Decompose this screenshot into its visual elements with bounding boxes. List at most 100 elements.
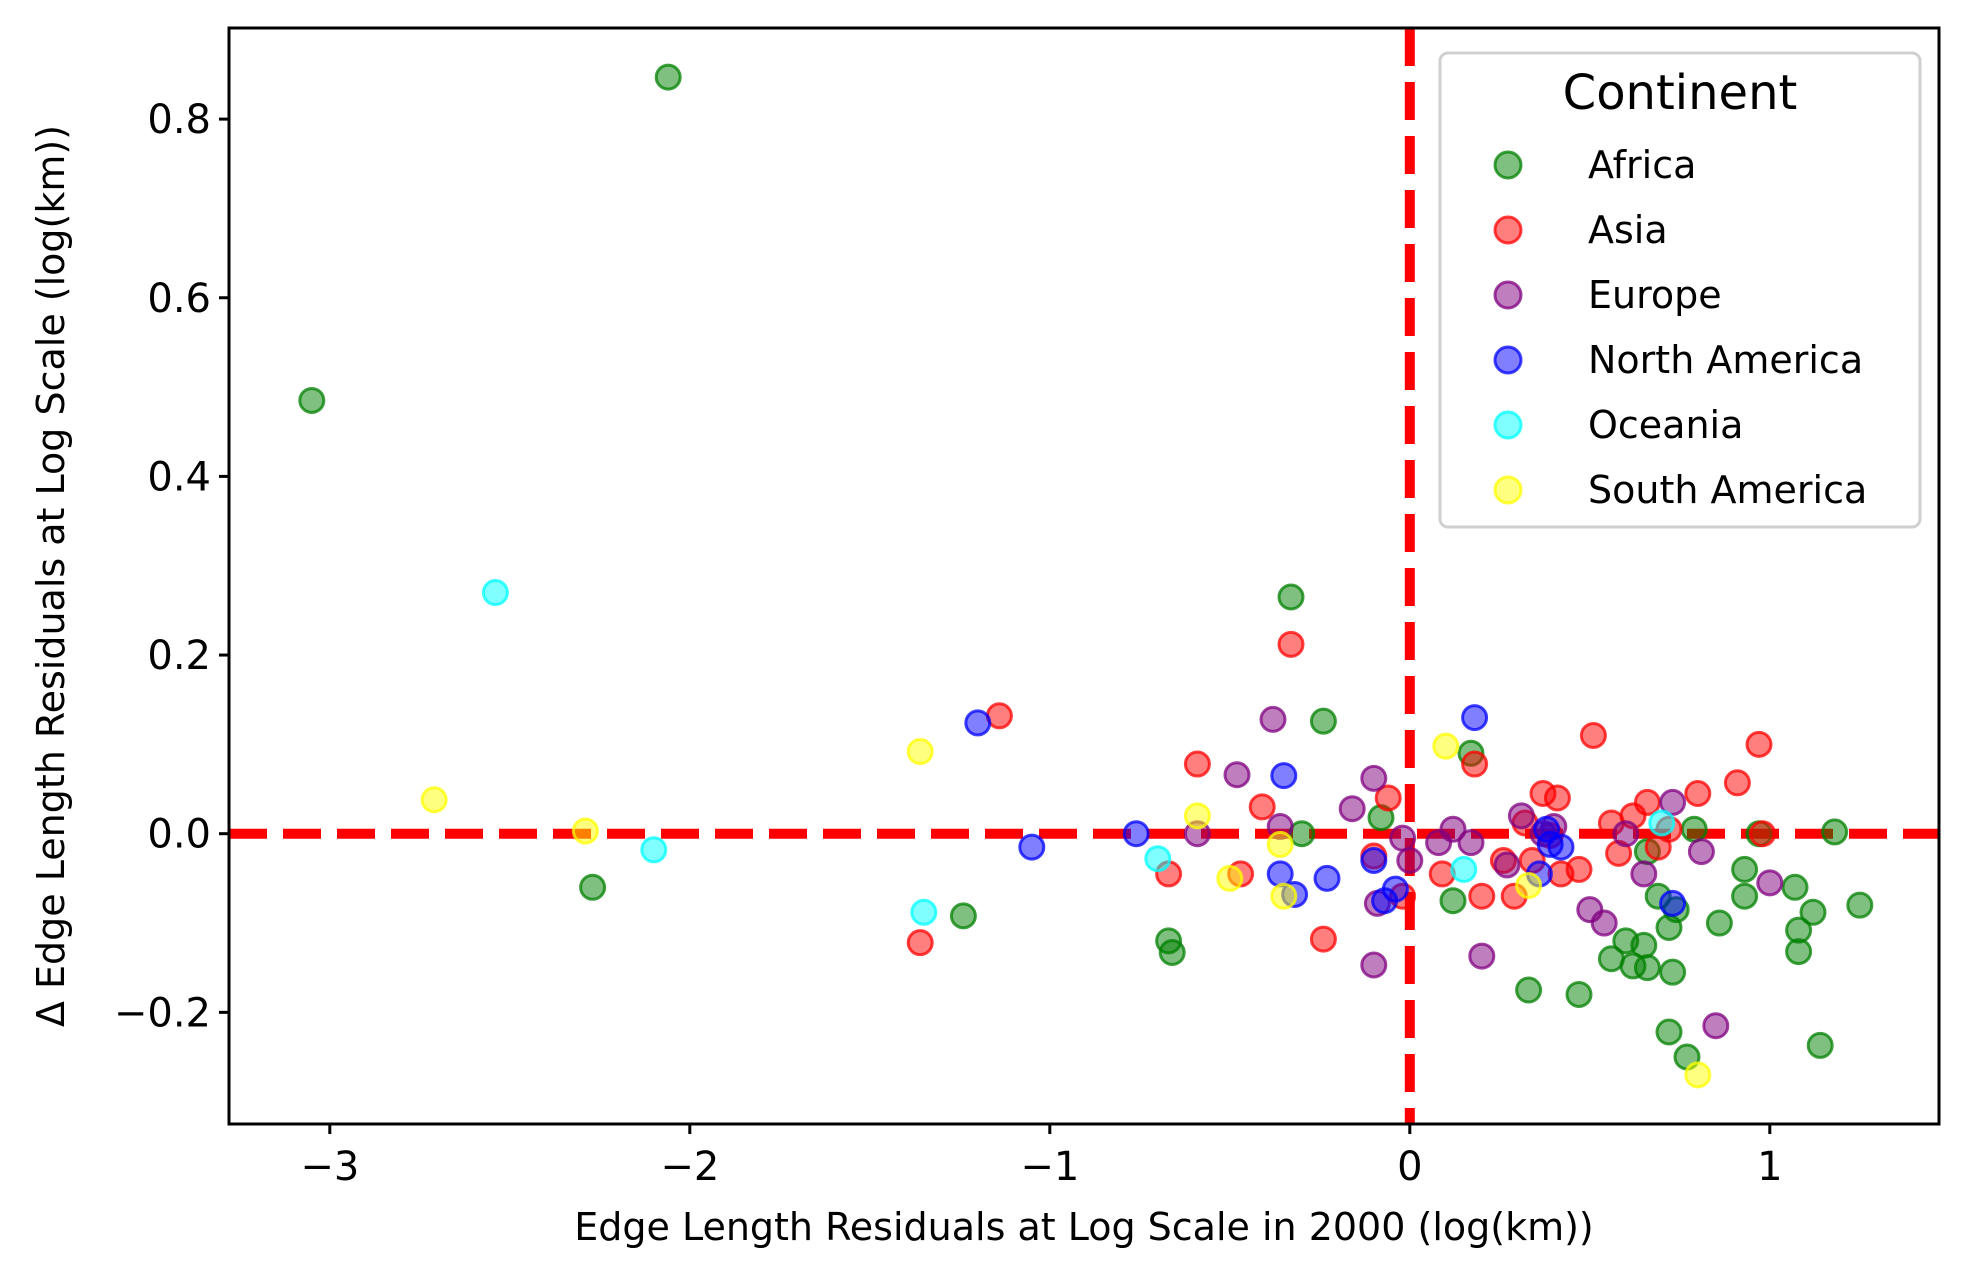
legend-marker-south-america xyxy=(1493,475,1523,505)
point-north-america xyxy=(1360,846,1388,874)
point-europe xyxy=(1223,761,1251,789)
legend-marker-europe xyxy=(1493,280,1523,310)
legend-marker-asia xyxy=(1493,215,1523,245)
y-tick-label: 0.0 xyxy=(147,812,211,858)
point-europe xyxy=(1389,824,1417,852)
legend-marker-north-america xyxy=(1493,345,1523,375)
point-asia xyxy=(1461,750,1489,778)
point-africa xyxy=(1731,855,1759,883)
point-south-america xyxy=(1266,830,1294,858)
point-south-america xyxy=(1183,802,1211,830)
point-south-america xyxy=(571,817,599,845)
x-tick-label: −3 xyxy=(300,1144,359,1190)
point-asia xyxy=(1749,820,1777,848)
point-africa xyxy=(1277,583,1305,611)
point-africa xyxy=(949,902,977,930)
point-north-america xyxy=(1547,833,1575,861)
x-tick-label: 1 xyxy=(1757,1144,1782,1190)
y-tick-label: 0.6 xyxy=(147,276,211,322)
plot-frame xyxy=(227,26,1941,1126)
point-africa xyxy=(1846,891,1874,919)
point-asia xyxy=(906,929,934,957)
point-europe xyxy=(1457,829,1485,857)
point-africa xyxy=(1731,882,1759,910)
point-africa xyxy=(1158,938,1186,966)
point-europe xyxy=(1259,705,1287,733)
point-asia xyxy=(1633,788,1661,816)
x-axis-ticks: −3 −2 −1 0 1 xyxy=(300,1124,1783,1190)
point-south-america xyxy=(1216,864,1244,892)
point-europe xyxy=(1687,838,1715,866)
point-europe xyxy=(1630,860,1658,888)
y-axis-label: Δ Edge Length Residuals at Log Scale (lo… xyxy=(29,125,73,1027)
legend-title: Continent xyxy=(1563,65,1798,121)
point-north-america xyxy=(1659,889,1687,917)
point-europe xyxy=(1590,909,1618,937)
point-north-america xyxy=(1266,860,1294,888)
point-south-america xyxy=(906,738,934,766)
legend: Continent Africa Asia Europe North America O… xyxy=(1438,51,1922,529)
x-tick-label: 0 xyxy=(1397,1144,1422,1190)
point-south-america xyxy=(1432,732,1460,760)
point-europe xyxy=(1360,951,1388,979)
point-asia xyxy=(1565,855,1593,883)
legend-label-south-america: South America xyxy=(1588,468,1867,512)
point-oceania xyxy=(640,836,668,864)
point-europe xyxy=(1439,815,1467,843)
point-africa xyxy=(654,63,682,91)
point-africa xyxy=(1806,1031,1834,1059)
legend-marker-oceania xyxy=(1493,410,1523,440)
point-africa xyxy=(1630,931,1658,959)
point-oceania xyxy=(1144,845,1172,873)
x-tick-label: −2 xyxy=(660,1144,719,1190)
point-north-america xyxy=(1461,704,1489,732)
point-asia xyxy=(1468,882,1496,910)
point-north-america xyxy=(1122,820,1150,848)
legend-label-north-america: North America xyxy=(1588,338,1863,382)
point-africa xyxy=(1565,980,1593,1008)
point-oceania xyxy=(481,579,509,607)
point-africa xyxy=(1821,818,1849,846)
legend-label-africa: Africa xyxy=(1588,143,1696,187)
point-europe xyxy=(1756,869,1784,897)
point-africa xyxy=(1439,887,1467,915)
y-tick-label: 0.8 xyxy=(147,97,211,143)
point-asia xyxy=(1745,730,1773,758)
legend-label-europe: Europe xyxy=(1588,273,1722,317)
point-asia xyxy=(1183,750,1211,778)
point-africa xyxy=(1309,707,1337,735)
data-points xyxy=(298,63,1874,1089)
y-tick-label: −0.2 xyxy=(114,990,211,1036)
legend-items: Africa Asia Europe North America Oceania Sout… xyxy=(1493,143,1867,512)
point-south-america xyxy=(1684,1061,1712,1089)
x-tick-label: −1 xyxy=(1020,1144,1079,1190)
point-europe xyxy=(1612,820,1640,848)
point-asia xyxy=(1579,721,1607,749)
point-north-america xyxy=(964,709,992,737)
point-africa xyxy=(1515,976,1543,1004)
point-africa xyxy=(1799,898,1827,926)
point-asia xyxy=(1543,784,1571,812)
legend-label-asia: Asia xyxy=(1588,208,1668,252)
point-africa xyxy=(1680,815,1708,843)
point-asia xyxy=(1248,793,1276,821)
y-tick-label: 0.4 xyxy=(147,454,211,500)
point-asia xyxy=(1374,784,1402,812)
point-north-america xyxy=(1313,864,1341,892)
point-oceania xyxy=(910,898,938,926)
point-asia xyxy=(1684,780,1712,808)
point-europe xyxy=(1338,795,1366,823)
legend-frame xyxy=(1438,51,1922,529)
point-north-america xyxy=(1270,762,1298,790)
point-africa xyxy=(1655,1018,1683,1046)
point-oceania xyxy=(1648,809,1676,837)
point-europe xyxy=(1468,942,1496,970)
point-europe xyxy=(1702,1012,1730,1040)
point-africa xyxy=(298,386,326,414)
point-africa xyxy=(579,873,607,901)
legend-label-oceania: Oceania xyxy=(1588,403,1743,447)
point-europe xyxy=(1396,846,1424,874)
point-oceania xyxy=(1450,855,1478,883)
point-asia xyxy=(1723,769,1751,797)
